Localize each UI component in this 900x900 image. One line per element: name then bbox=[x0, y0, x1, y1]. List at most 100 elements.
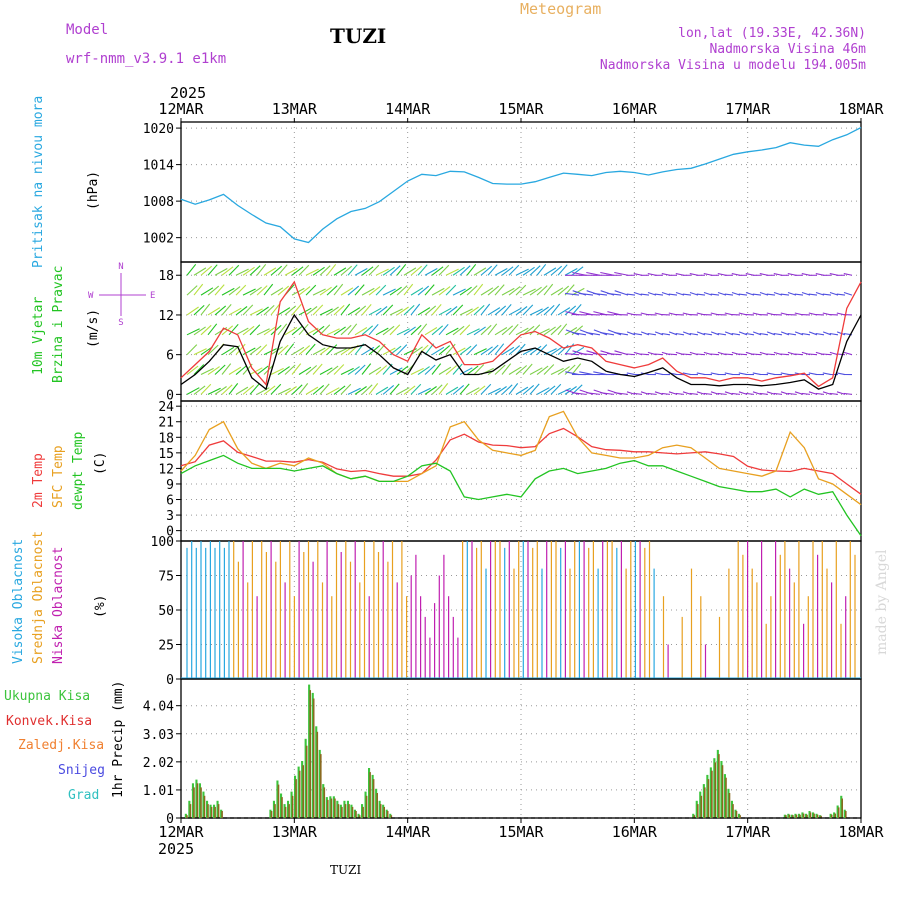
wind-barb bbox=[242, 304, 254, 316]
wind-barb bbox=[843, 291, 853, 296]
wind-barb bbox=[459, 383, 470, 395]
wind-barb bbox=[291, 346, 305, 356]
wind-barb bbox=[291, 325, 304, 336]
wind-barb bbox=[284, 343, 295, 356]
convective-rain-bar bbox=[305, 745, 308, 818]
convective-rain-bar bbox=[214, 806, 216, 818]
total-rain-bar bbox=[332, 796, 335, 818]
convective-rain-bar bbox=[711, 770, 713, 818]
total-rain-bar bbox=[385, 809, 388, 818]
wind-barb bbox=[773, 291, 783, 296]
wind-barb bbox=[647, 291, 657, 296]
convective-rain-bar bbox=[337, 804, 340, 818]
convective-rain-bar bbox=[186, 815, 188, 818]
wind-barb bbox=[696, 293, 706, 296]
wind-barb bbox=[417, 323, 428, 336]
wind-barb bbox=[522, 266, 535, 276]
total-rain-bar bbox=[353, 809, 356, 818]
ytick-label: 18 bbox=[158, 431, 174, 446]
ytick-label: 0 bbox=[166, 525, 174, 540]
wind-barb bbox=[256, 344, 268, 356]
watermark: made by Angel bbox=[874, 549, 890, 655]
convective-rain-bar bbox=[390, 815, 393, 818]
wind-panel: 0 6 12 18 bbox=[158, 261, 862, 403]
convective-rain-bar bbox=[806, 814, 808, 818]
wind-barb bbox=[249, 324, 261, 336]
x-label-bottom: 16MAR bbox=[612, 823, 658, 841]
wind-barb bbox=[724, 293, 734, 296]
wind-barb bbox=[508, 323, 519, 336]
wind-barb bbox=[780, 353, 790, 356]
wind-barb bbox=[403, 304, 415, 316]
wind-barb bbox=[508, 366, 522, 375]
wind-barb bbox=[466, 344, 478, 356]
wind-barb bbox=[731, 392, 741, 395]
wind-barb bbox=[319, 308, 333, 316]
wind-barb bbox=[473, 348, 487, 356]
wind-barb bbox=[256, 263, 267, 276]
ytick-label: 50 bbox=[158, 604, 174, 619]
wind-barb bbox=[410, 287, 424, 296]
wind-barb bbox=[822, 391, 832, 395]
year-bottom: 2025 bbox=[158, 840, 194, 858]
total-rain-bar bbox=[311, 692, 314, 818]
wind-barb bbox=[487, 387, 501, 395]
model-name: wrf-nmm_v3.9.1 e1km bbox=[66, 51, 226, 67]
wind-barb bbox=[801, 291, 811, 296]
wind-barb bbox=[682, 353, 692, 356]
wind-barb bbox=[822, 331, 832, 336]
precip-legend: Ukupna Kisa Konvek.Kisa Zaledj.Kisa Snij… bbox=[4, 689, 105, 803]
total-rain-bar bbox=[329, 796, 332, 818]
wind-barb bbox=[606, 353, 622, 356]
convective-rain-bar bbox=[799, 814, 801, 818]
wind-barb bbox=[501, 363, 512, 375]
elevation: Nadmorska Visina 46m bbox=[709, 42, 866, 57]
wind-barb bbox=[333, 364, 345, 375]
wind-barb bbox=[613, 313, 629, 316]
wind-barb bbox=[752, 353, 762, 356]
wind-barb bbox=[368, 366, 382, 375]
wind-barb bbox=[536, 365, 549, 375]
wind-barb bbox=[452, 325, 465, 336]
legend-hail: Grad bbox=[68, 788, 99, 803]
wind-barb bbox=[586, 332, 601, 336]
wind-barb bbox=[626, 331, 636, 336]
wind-barb bbox=[508, 383, 519, 395]
wind-barb bbox=[200, 383, 212, 395]
total-rain-bar bbox=[336, 800, 339, 818]
wind-barb bbox=[298, 286, 311, 296]
wind-barb bbox=[396, 263, 407, 276]
total-rain-bar bbox=[382, 804, 385, 818]
wind-barb bbox=[207, 366, 220, 375]
convective-rain-bar bbox=[221, 811, 223, 818]
wind-barb bbox=[459, 345, 472, 356]
ytick-label: 2.02 bbox=[143, 756, 174, 771]
temp2m-line bbox=[180, 427, 862, 495]
total-rain-bar bbox=[290, 791, 293, 818]
wind-barb bbox=[529, 286, 542, 296]
wind-barb bbox=[389, 286, 402, 296]
x-label-bottom: 13MAR bbox=[272, 823, 318, 841]
wind-barb bbox=[501, 384, 513, 395]
wind-barb bbox=[438, 383, 449, 395]
convective-rain-bar bbox=[788, 814, 791, 818]
wind-barb bbox=[319, 265, 331, 276]
convective-rain-bar bbox=[330, 798, 333, 818]
wind-barb bbox=[633, 332, 643, 336]
wind-barb bbox=[284, 305, 297, 316]
wind-barb bbox=[333, 385, 346, 395]
wind-barb bbox=[766, 293, 776, 296]
cloud-panel: 0 25 50 75 100 bbox=[151, 535, 862, 688]
total-rain-bar bbox=[801, 812, 804, 818]
wind-barb bbox=[410, 303, 421, 316]
convective-rain-bar bbox=[792, 815, 794, 818]
convective-rain-bar bbox=[707, 779, 710, 818]
wind-barb bbox=[633, 392, 643, 395]
wind-barb bbox=[466, 365, 479, 375]
convective-rain-bar bbox=[735, 811, 738, 818]
convective-rain-bar bbox=[700, 795, 703, 818]
total-rain-bar bbox=[361, 804, 364, 818]
wind-barb bbox=[200, 324, 212, 336]
convective-rain-bar bbox=[203, 795, 206, 818]
wind-barb bbox=[312, 304, 324, 316]
